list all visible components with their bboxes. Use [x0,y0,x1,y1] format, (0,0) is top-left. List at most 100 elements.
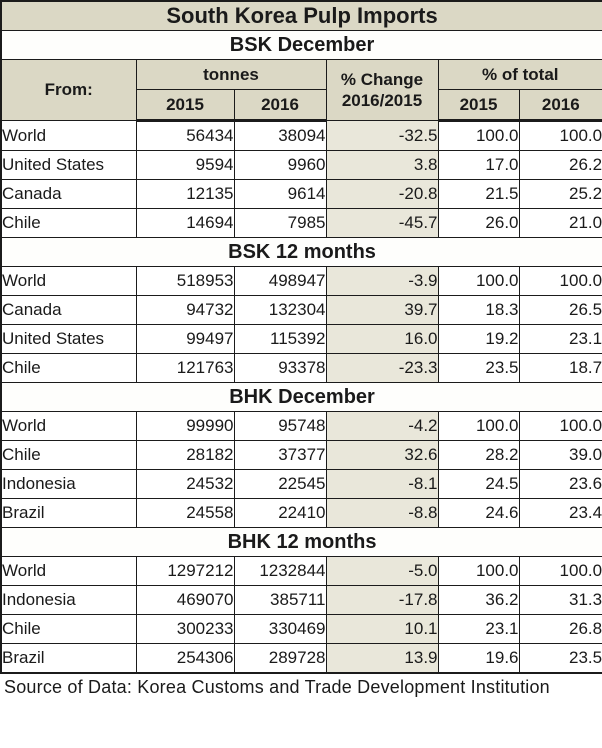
cell-tonnes-2016: 115392 [233,324,327,354]
cell-pct-total-2015: 100.0 [437,411,520,441]
cell-tonnes-2016: 37377 [233,440,327,470]
cell-tonnes-2015: 28182 [135,440,235,470]
table-row: World 1297212 1232844 -5.0 100.0 100.0 [0,556,602,586]
cell-pct-change: 13.9 [325,643,439,674]
cell-tonnes-2015: 12135 [135,179,235,209]
column-header-row-groups: From: tonnes % Change 2016/2015 % of tot… [0,59,602,121]
cell-pct-change: -45.7 [325,208,439,238]
column-header-pct-of-total: % of total [437,59,602,90]
cell-tonnes-2016: 93378 [233,353,327,383]
cell-from: Chile [0,353,137,383]
cell-pct-total-2015: 19.6 [437,643,520,674]
cell-pct-total-2016: 100.0 [518,120,602,151]
cell-pct-total-2016: 23.6 [518,469,602,499]
cell-from: World [0,411,137,441]
cell-pct-total-2015: 28.2 [437,440,520,470]
cell-pct-total-2016: 25.2 [518,179,602,209]
cell-from: Canada [0,179,137,209]
cell-tonnes-2015: 121763 [135,353,235,383]
cell-pct-total-2015: 100.0 [437,556,520,586]
column-header-total-2016: 2016 [518,89,602,122]
cell-tonnes-2015: 300233 [135,614,235,644]
pct-change-label: % Change [340,69,424,89]
section-heading: BSK 12 months [0,237,602,267]
cell-pct-change: -8.1 [325,469,439,499]
cell-tonnes-2015: 56434 [135,120,235,151]
cell-tonnes-2016: 22410 [233,498,327,528]
section-band-row: BSK December [0,30,602,60]
cell-from: Canada [0,295,137,325]
cell-pct-total-2016: 31.3 [518,585,602,615]
column-header-tonnes-2015: 2015 [135,89,235,122]
cell-from: Brazil [0,498,137,528]
cell-pct-total-2016: 21.0 [518,208,602,238]
section-band-row: BHK 12 months [0,527,602,557]
cell-pct-total-2016: 100.0 [518,266,602,296]
cell-pct-total-2015: 24.6 [437,498,520,528]
column-header-tonnes-2016: 2016 [233,89,327,122]
table-row: Chile 300233 330469 10.1 23.1 26.8 [0,614,602,644]
cell-tonnes-2015: 254306 [135,643,235,674]
cell-from: Chile [0,208,137,238]
cell-pct-total-2015: 17.0 [437,150,520,180]
cell-from: World [0,120,137,151]
cell-pct-total-2015: 100.0 [437,266,520,296]
cell-tonnes-2015: 94732 [135,295,235,325]
cell-pct-change: -32.5 [325,120,439,151]
cell-pct-change: -3.9 [325,266,439,296]
cell-pct-change: -4.2 [325,411,439,441]
cell-pct-total-2016: 18.7 [518,353,602,383]
cell-tonnes-2015: 469070 [135,585,235,615]
cell-tonnes-2016: 7985 [233,208,327,238]
table-row: Brazil 24558 22410 -8.8 24.6 23.4 [0,498,602,528]
table-body: South Korea Pulp Imports BSK December Fr… [0,0,602,674]
cell-pct-change: 3.8 [325,150,439,180]
cell-pct-total-2015: 23.5 [437,353,520,383]
cell-tonnes-2016: 9960 [233,150,327,180]
pulp-imports-table: South Korea Pulp Imports BSK December Fr… [0,0,602,674]
column-header-pct-change: % Change 2016/2015 [325,59,439,121]
pct-change-period: 2016/2015 [341,91,423,110]
source-note: Source of Data: Korea Customs and Trade … [4,677,550,697]
cell-pct-total-2015: 23.1 [437,614,520,644]
cell-pct-change: -8.8 [325,498,439,528]
cell-pct-total-2016: 100.0 [518,411,602,441]
cell-pct-change: 39.7 [325,295,439,325]
table-row: Indonesia 469070 385711 -17.8 36.2 31.3 [0,585,602,615]
section-heading: BHK 12 months [0,527,602,557]
table-row: United States 99497 115392 16.0 19.2 23.… [0,324,602,354]
cell-pct-change: -5.0 [325,556,439,586]
cell-from: Indonesia [0,469,137,499]
table-row: Chile 28182 37377 32.6 28.2 39.0 [0,440,602,470]
table-title-row: South Korea Pulp Imports [0,0,602,31]
cell-tonnes-2016: 22545 [233,469,327,499]
table-row: Chile 14694 7985 -45.7 26.0 21.0 [0,208,602,238]
cell-pct-total-2015: 19.2 [437,324,520,354]
page: South Korea Pulp Imports BSK December Fr… [0,0,602,697]
table-row: World 518953 498947 -3.9 100.0 100.0 [0,266,602,296]
cell-from: World [0,266,137,296]
cell-pct-change: 32.6 [325,440,439,470]
table-row: World 99990 95748 -4.2 100.0 100.0 [0,411,602,441]
page-title: South Korea Pulp Imports [0,0,602,31]
cell-from: Chile [0,614,137,644]
cell-tonnes-2016: 132304 [233,295,327,325]
cell-pct-change: -17.8 [325,585,439,615]
section-band-row: BHK December [0,382,602,412]
table-row: Canada 94732 132304 39.7 18.3 26.5 [0,295,602,325]
column-header-tonnes: tonnes [135,59,327,90]
cell-tonnes-2015: 24558 [135,498,235,528]
table-row: Chile 121763 93378 -23.3 23.5 18.7 [0,353,602,383]
cell-tonnes-2016: 38094 [233,120,327,151]
cell-tonnes-2015: 99990 [135,411,235,441]
table-row: Indonesia 24532 22545 -8.1 24.5 23.6 [0,469,602,499]
cell-from: World [0,556,137,586]
cell-tonnes-2016: 289728 [233,643,327,674]
cell-pct-change: 10.1 [325,614,439,644]
cell-tonnes-2016: 330469 [233,614,327,644]
cell-from: Chile [0,440,137,470]
cell-pct-total-2016: 23.1 [518,324,602,354]
cell-tonnes-2015: 24532 [135,469,235,499]
column-header-from: From: [0,59,137,121]
cell-tonnes-2016: 1232844 [233,556,327,586]
